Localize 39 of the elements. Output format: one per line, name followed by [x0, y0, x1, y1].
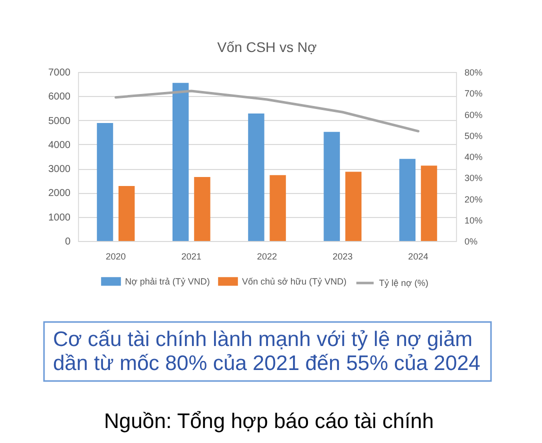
y-tick-label: 7000	[48, 68, 71, 78]
x-tick-label: 2023	[332, 252, 353, 262]
legend-label: Tỷ lệ nợ (%)	[379, 278, 428, 288]
y-tick-label: 5000	[48, 116, 71, 127]
bar	[399, 158, 416, 241]
y-tick-label: 2000	[48, 188, 71, 200]
y2-tick-label: 20%	[464, 194, 483, 204]
y2-tick-label: 70%	[464, 88, 483, 99]
y2-tick-label: 40%	[464, 152, 483, 162]
y-tick-label: 6000	[48, 92, 71, 103]
y2-tick-label: 30%	[464, 173, 483, 184]
bar	[118, 186, 135, 241]
bar	[324, 132, 340, 241]
y2-tick-label: 80%	[464, 68, 483, 78]
y2-tick-label: 0%	[464, 236, 478, 246]
y-tick-label: 3000	[48, 164, 71, 176]
legend-label: Vốn chủ sở hữu (Tỷ VND)	[242, 276, 346, 286]
bar	[270, 175, 286, 241]
chart-title: Vốn CSH vs Nợ	[217, 39, 317, 55]
text: Nguồn: Tổng hợp báo cáo tài chính	[104, 410, 434, 433]
y2-tick-label: 10%	[464, 215, 483, 226]
text: Cơ cấu tài chính lành mạnh với tỷ lệ nợ giảm dần từ mốc 80% của 2021 đến 55% của 2024	[53, 328, 481, 375]
y2-tick-label: 50%	[464, 130, 483, 141]
x-tick-label: 2022	[256, 252, 278, 262]
x-tick-label: 2020	[106, 252, 126, 262]
y-tick-label: 0	[64, 236, 71, 248]
x-tick-label: 2024	[408, 252, 428, 262]
x-tick-label: 2021	[181, 252, 202, 262]
bar	[248, 114, 264, 241]
bar	[345, 172, 362, 241]
bar	[420, 166, 438, 241]
legend-label: Nợ phải trả (Tỷ VND)	[125, 276, 210, 286]
bar	[194, 177, 210, 241]
y2-tick-label: 60%	[464, 110, 483, 120]
line-series	[114, 90, 420, 132]
y-tick-label: 1000	[48, 212, 71, 224]
bar	[172, 82, 189, 241]
bar	[96, 122, 114, 241]
y-tick-label: 4000	[48, 140, 71, 151]
